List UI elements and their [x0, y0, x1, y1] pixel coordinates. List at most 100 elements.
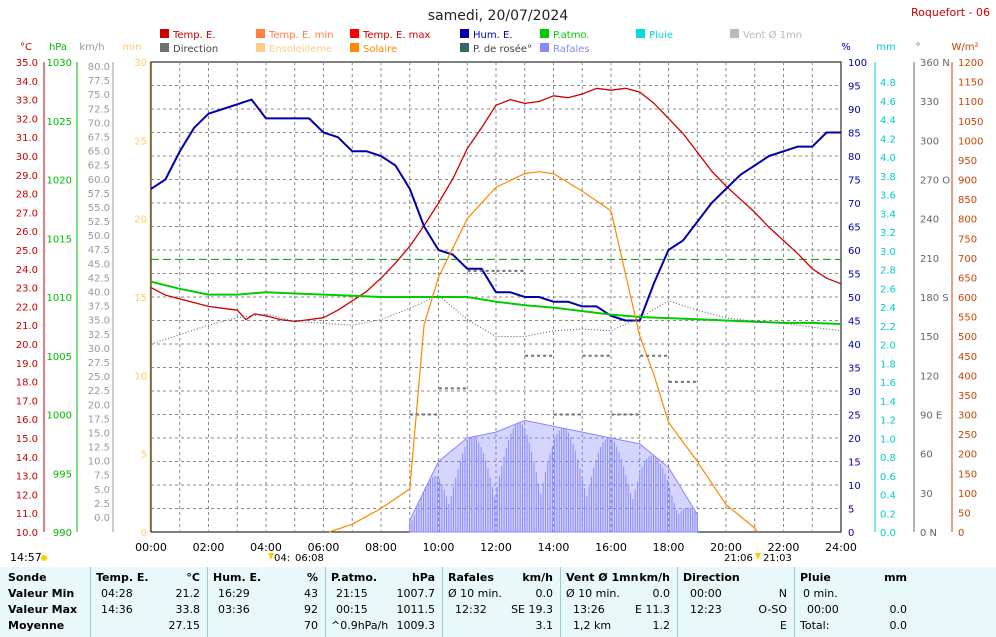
wm2-axis-tick: 50 [958, 508, 971, 519]
header-rafales-unit: km/h [522, 571, 553, 584]
mm-axis-tick: 0.6 [880, 472, 896, 483]
mm-axis-tick: 2.2 [880, 322, 896, 333]
pct-axis-tick: 30 [848, 387, 861, 398]
time-tick: 02:00 [193, 541, 225, 554]
wm2-axis-tick: 1000 [958, 136, 983, 147]
hum-max-time: 03:36 [218, 603, 250, 616]
pluie-max-value: 0.0 [889, 603, 908, 616]
hpa-axis-tick: 1025 [47, 117, 72, 128]
bottom-labels: 14:57 04: 06:08 21:06 21:03 [10, 551, 792, 564]
pct-axis-tick: 70 [848, 199, 861, 210]
temp-axis-tick: 32.0 [16, 114, 38, 125]
deg-axis-tick: 30 [920, 489, 933, 500]
stats-col-direction: Direction 00:00 N 12:23 O-SO E [677, 567, 795, 637]
header-vent: Vent Ø 1mn [566, 571, 639, 584]
pluie-total-value: 0.0 [889, 619, 908, 632]
kmh-axis-tick: 0.0 [94, 513, 110, 524]
legend-swatch [460, 29, 469, 38]
temp-axis-tick: 34.0 [16, 77, 38, 88]
hum-avg-value: 70 [304, 619, 318, 632]
sunset-label-b: 21:03 [763, 553, 792, 564]
wm2-axis-tick: 1050 [958, 117, 983, 128]
header-hum: Hum. E. [213, 571, 262, 584]
kmh-axis-tick: 30.0 [88, 344, 110, 355]
temp-max-value: 33.8 [175, 603, 201, 616]
now-label: 14:57 [10, 551, 42, 564]
temp-axis-tick: 29.0 [16, 171, 38, 182]
kmh-axis-tick: 72.5 [88, 104, 110, 115]
mm-axis-tick: 3.0 [880, 247, 896, 258]
mm-axis-tick: 2.6 [880, 284, 896, 295]
legend-swatch [730, 29, 739, 38]
mm-axis-tick: 0.4 [880, 491, 896, 502]
temp-axis-tick: 35.0 [16, 58, 38, 69]
vent-avg-value: 1.2 [652, 619, 671, 632]
chart-title: samedi, 20/07/2024 [428, 8, 569, 24]
temp-axis-tick: 15.0 [16, 434, 38, 445]
wm2-axis-tick: 350 [958, 391, 977, 402]
wm2-axis-tick: 850 [958, 195, 977, 206]
kmh-axis-tick: 62.5 [88, 161, 110, 172]
legend-label: Solaire [363, 44, 397, 55]
pct-axis-tick: 45 [848, 317, 861, 328]
direction-min-value: N [778, 587, 787, 600]
temp-axis-tick: 24.0 [16, 265, 38, 276]
kmh-axis-tick: 42.5 [88, 273, 110, 284]
min-axis-tick: 25 [134, 136, 147, 147]
temp-axis-tick: 23.0 [16, 284, 38, 295]
header-vent-unit: km/h [639, 571, 670, 584]
temp-axis-tick: 14.0 [16, 453, 38, 464]
min-axis-tick: 5 [141, 450, 147, 461]
kmh-axis-tick: 32.5 [88, 330, 110, 341]
stats-table: Sonde Valeur Min Valeur Max Moyenne Temp… [0, 567, 996, 637]
row-label-min: Valeur Min [8, 587, 75, 600]
legend-label: Rafales [553, 44, 590, 55]
deg-axis-unit: ° [916, 42, 921, 53]
legend-label: Temp. E. [172, 30, 216, 41]
stats-col-temp: Temp. E. °C 04:28 21.2 14:36 33.8 27.15 [90, 567, 208, 637]
time-tick: 20:00 [710, 541, 742, 554]
hpa-axis-tick: 1030 [47, 58, 72, 69]
wm2-axis-tick: 1100 [958, 97, 983, 108]
hum-min-time: 16:29 [218, 587, 250, 600]
wm2-axis-tick: 0 [958, 528, 964, 539]
kmh-axis-tick: 55.0 [88, 203, 110, 214]
wm2-axis-tick: 150 [958, 469, 977, 480]
mm-axis-tick: 3.8 [880, 172, 896, 183]
time-tick: 12:00 [480, 541, 512, 554]
sunrise-marker [268, 553, 274, 560]
header-direction: Direction [683, 571, 740, 584]
series-temp-e [150, 87, 842, 323]
legend-label: Ensoleilleme [269, 44, 332, 55]
mm-axis-tick: 1.4 [880, 397, 896, 408]
kmh-axis-tick: 15.0 [88, 428, 110, 439]
kmh-axis-unit: km/h [79, 42, 104, 53]
patmo-avg-value: 1009.3 [396, 619, 436, 632]
series-rafales-area [409, 419, 698, 533]
wm2-axis-tick: 800 [958, 215, 977, 226]
sunset-label-a: 21:06 [724, 553, 753, 564]
mm-axis-tick: 1.6 [880, 378, 896, 389]
deg-axis-tick: 210 [920, 254, 939, 265]
wm2-axis-tick: 650 [958, 273, 977, 284]
temp-axis-tick: 33.0 [16, 96, 38, 107]
mm-axis-tick: 4.2 [880, 134, 896, 145]
axes: °C 35.0 34.0 33.0 32.0 31.0 30.0 29.0 28.0 27.0 26… [16, 42, 984, 554]
mm-axis-unit: mm [876, 42, 895, 53]
stats-col-vent: Vent Ø 1mn km/h Ø 10 min. 0.0 13:26 E 11… [560, 567, 678, 637]
deg-axis-tick: 120 [920, 371, 939, 382]
kmh-axis-tick: 7.5 [94, 471, 110, 482]
station-name: Roquefort - 06 [911, 6, 990, 19]
mm-axis-tick: 1.2 [880, 416, 896, 427]
pct-axis-tick: 85 [848, 129, 861, 140]
sunset-marker [755, 553, 761, 560]
kmh-axis-tick: 45.0 [88, 259, 110, 270]
kmh-axis-tick: 67.5 [88, 132, 110, 143]
mm-axis-tick: 0.2 [880, 509, 896, 520]
direction-min-time: 00:00 [690, 587, 722, 600]
series-p-atmo [150, 280, 842, 325]
kmh-axis-tick: 52.5 [88, 217, 110, 228]
kmh-axis-tick: 77.5 [88, 76, 110, 87]
sunrise-label-b: 06:08 [295, 553, 324, 564]
mm-axis-tick: 2.0 [880, 341, 896, 352]
